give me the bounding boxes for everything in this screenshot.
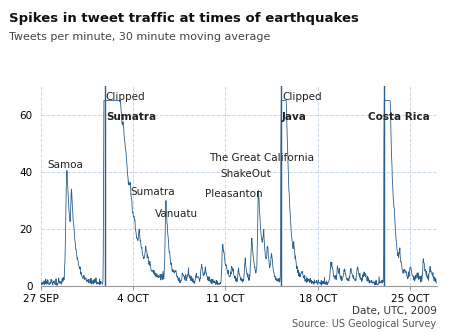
Text: Samoa: Samoa xyxy=(47,160,83,170)
Text: Pleasanton: Pleasanton xyxy=(206,189,263,199)
Text: Java: Java xyxy=(282,112,307,122)
Text: ShakeOut: ShakeOut xyxy=(220,169,271,179)
Text: Clipped: Clipped xyxy=(282,92,322,102)
Text: Vanuatu: Vanuatu xyxy=(155,208,198,219)
Text: Date, UTC, 2009: Date, UTC, 2009 xyxy=(351,306,436,316)
Text: Spikes in tweet traffic at times of earthquakes: Spikes in tweet traffic at times of eart… xyxy=(9,12,359,25)
Text: Clipped: Clipped xyxy=(106,92,145,102)
Text: Costa Rica: Costa Rica xyxy=(368,112,430,122)
Text: The Great California: The Great California xyxy=(209,153,315,163)
Text: Tweets per minute, 30 minute moving average: Tweets per minute, 30 minute moving aver… xyxy=(9,32,270,42)
Text: Sumatra: Sumatra xyxy=(106,112,156,122)
Text: Source: US Geological Survey: Source: US Geological Survey xyxy=(292,319,436,329)
Text: Sumatra: Sumatra xyxy=(130,187,175,197)
